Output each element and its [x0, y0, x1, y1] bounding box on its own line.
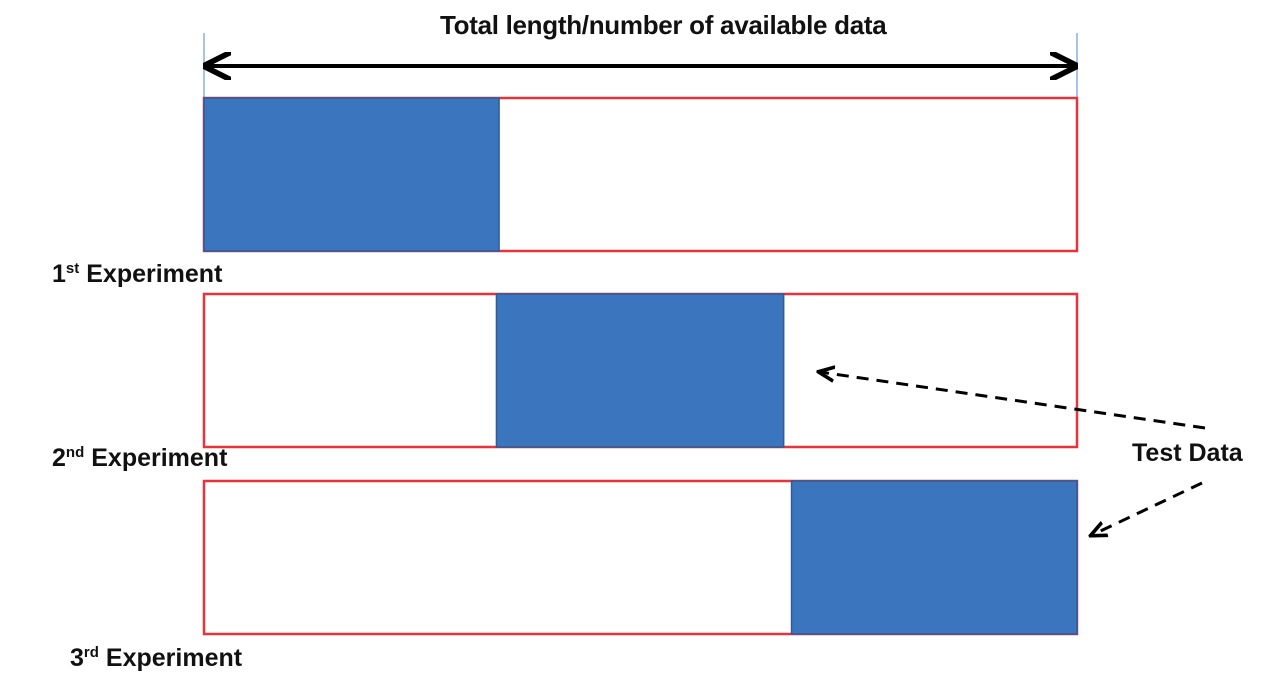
test-data-pointer-lower: [1092, 481, 1203, 535]
ordinal-suffix: nd: [65, 444, 85, 461]
experiment-label-1: 1st Experiment: [52, 260, 222, 289]
experiment-bar-3: [202, 479, 1079, 636]
experiment-word: Experiment: [86, 260, 223, 288]
test-data-segment: [790, 480, 1078, 635]
test-data-segment: [203, 97, 500, 252]
experiment-ordinal: 2: [52, 444, 66, 472]
diagram-title: Total length/number of available data: [440, 10, 887, 40]
experiment-ordinal: 3: [70, 644, 84, 672]
experiment-word: Experiment: [105, 644, 243, 672]
experiment-word: Experiment: [91, 444, 228, 472]
test-data-segment: [495, 293, 785, 448]
experiment-label-3: 3rd Experiment: [70, 644, 242, 673]
experiment-label-2: 2nd Experiment: [52, 444, 227, 473]
ordinal-suffix: rd: [83, 644, 99, 661]
experiment-bar-1: [202, 96, 1079, 253]
test-data-label: Test Data: [1132, 439, 1243, 467]
experiment-bar-2: [202, 292, 1079, 449]
test-data-pointer-upper: [820, 372, 1206, 430]
experiment-ordinal: 1: [52, 260, 66, 288]
ordinal-suffix: st: [65, 260, 80, 277]
